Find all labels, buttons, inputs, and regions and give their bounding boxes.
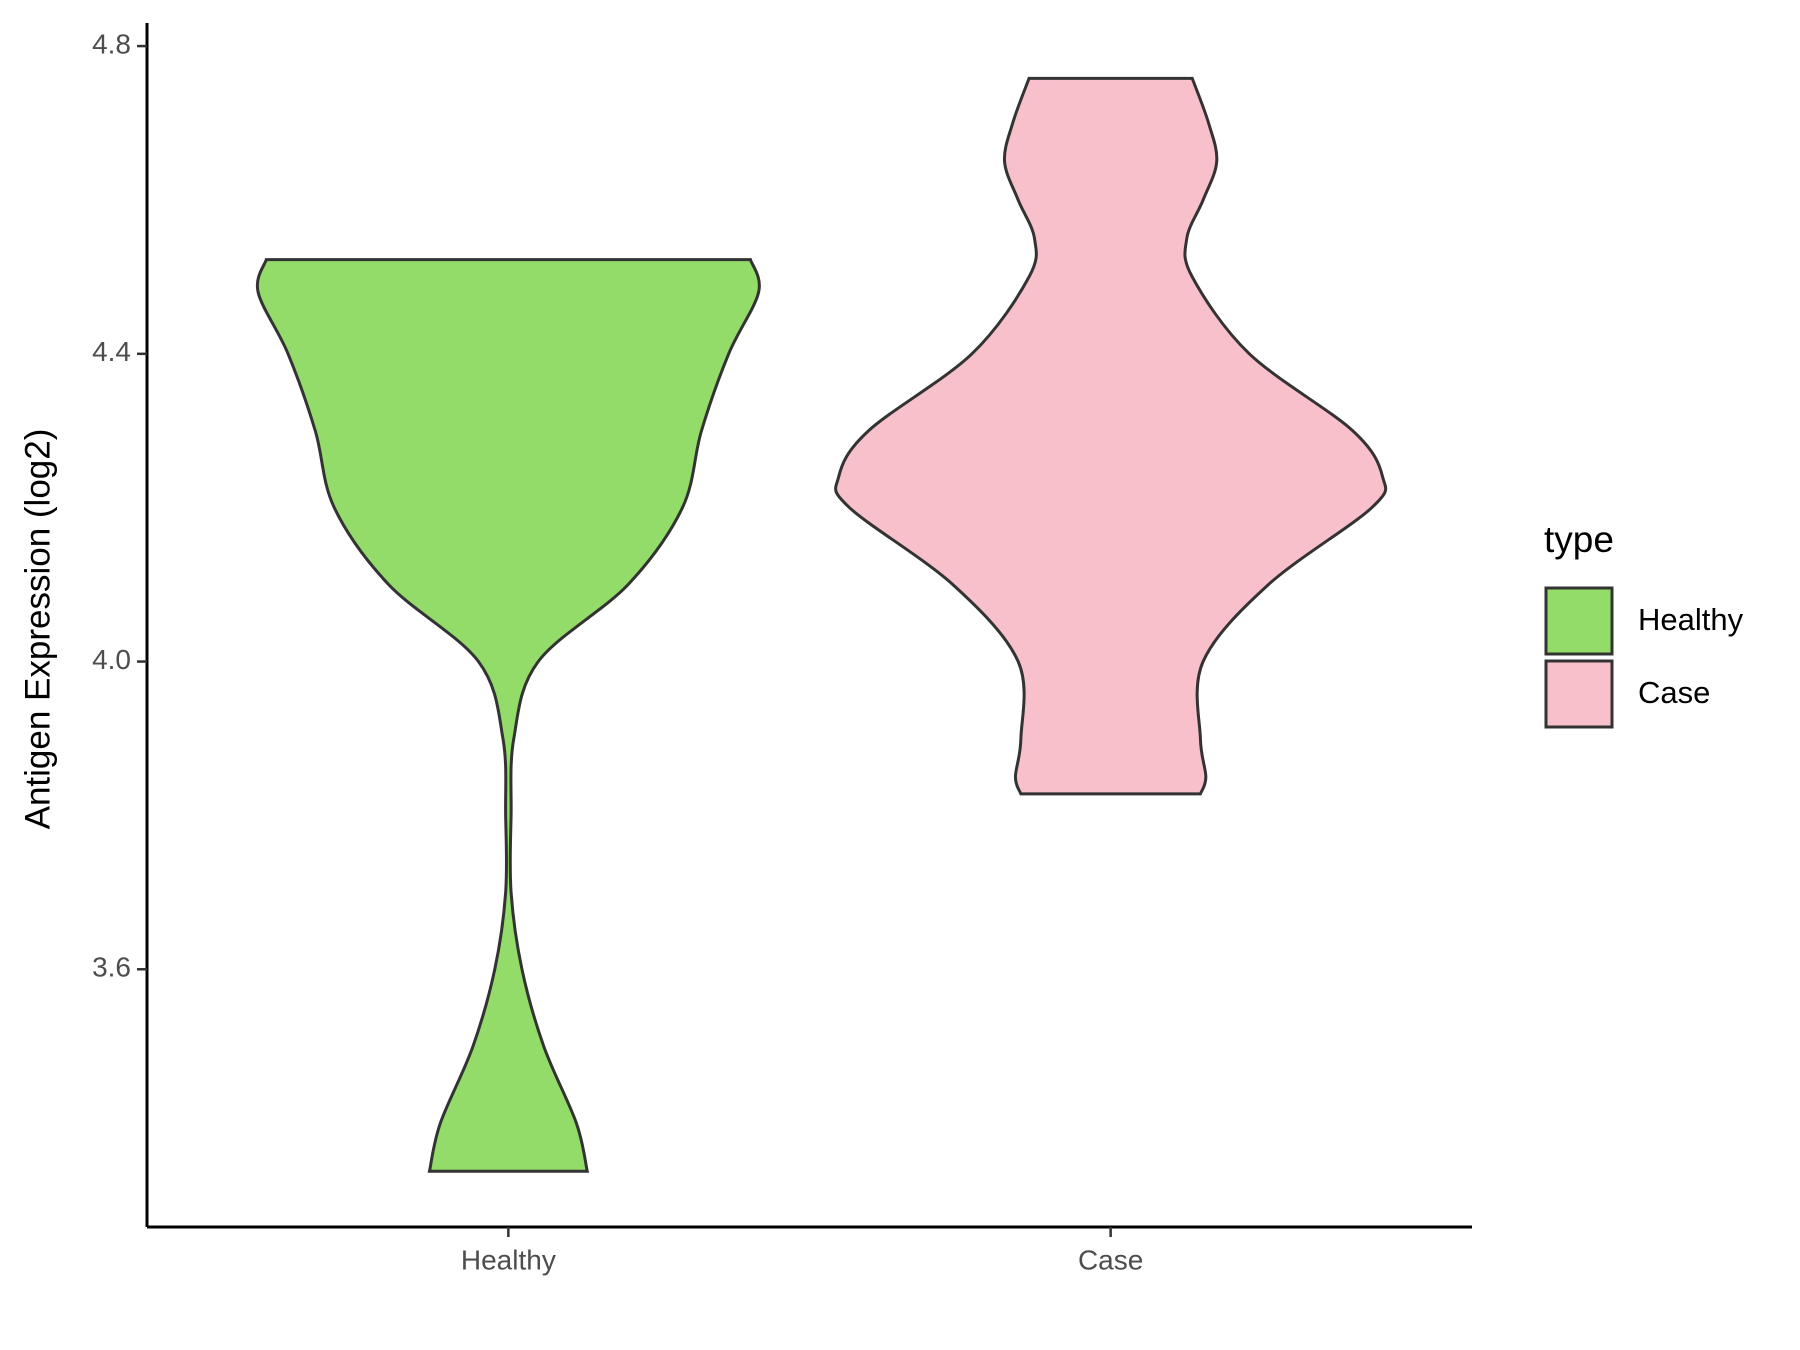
- y-axis-title: Antigen Expression (log2): [18, 429, 57, 830]
- legend-key: [1544, 659, 1614, 729]
- violin: [255, 258, 761, 1173]
- legend-label: Case: [1638, 675, 1710, 710]
- legend-title: type: [1544, 519, 1614, 560]
- legend-label: Healthy: [1638, 602, 1744, 637]
- violin: [834, 76, 1388, 796]
- x-tick-label: Case: [1078, 1244, 1143, 1275]
- legend-key: [1544, 586, 1614, 656]
- y-tick-label: 4.0: [92, 644, 131, 675]
- y-tick-label: 3.6: [92, 952, 131, 983]
- x-tick-label: Healthy: [461, 1244, 556, 1275]
- y-tick-label: 4.4: [92, 336, 131, 367]
- y-tick-label: 4.8: [92, 28, 131, 59]
